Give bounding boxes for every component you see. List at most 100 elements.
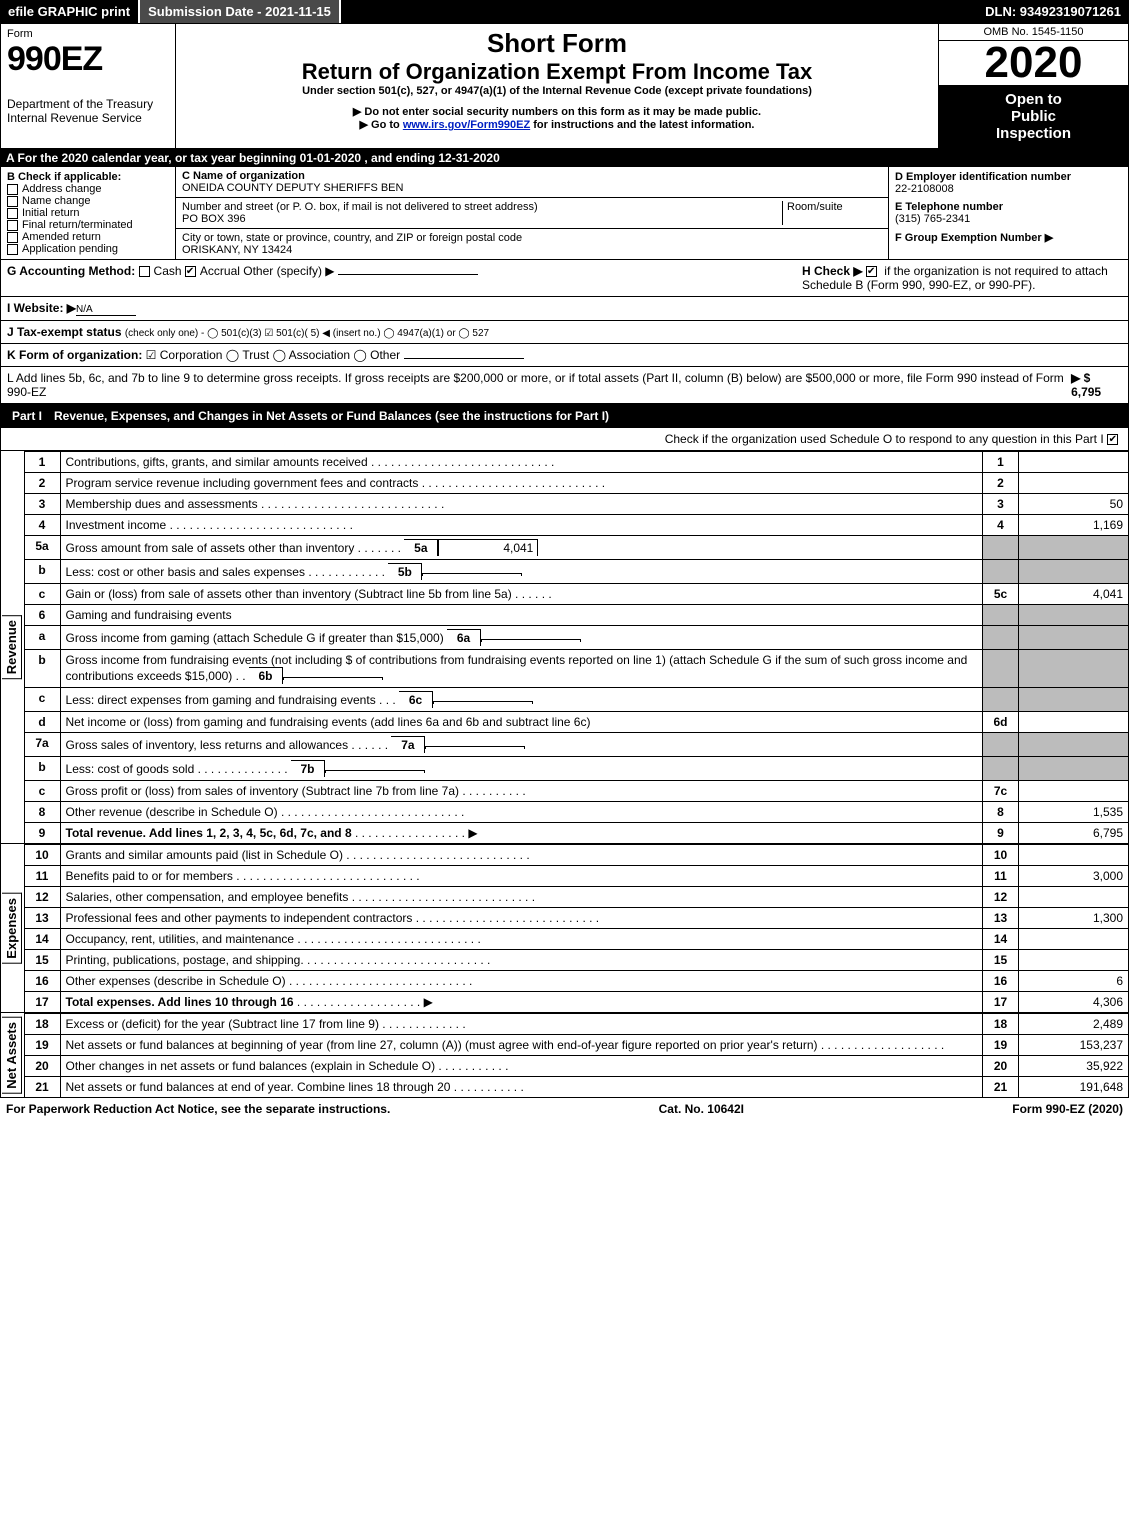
footer-cat-no: Cat. No. 10642I [659,1102,744,1116]
g-other[interactable]: Other (specify) ▶ [243,264,334,278]
cb-initial-return[interactable]: Initial return [7,207,169,219]
cb-final-label: Final return/terminated [22,219,133,231]
i-website: I Website: ▶N/A [0,297,1129,321]
schedule-o-checkbox[interactable] [1107,434,1118,445]
h-label: H Check ▶ [802,264,863,278]
line-16-desc: Other expenses (describe in Schedule O) [66,974,286,988]
line-7a-desc: Gross sales of inventory, less returns a… [66,738,349,752]
cb-init-label: Initial return [22,207,79,219]
cb-amended[interactable]: Amended return [7,231,169,243]
expenses-label: Expenses [2,893,22,964]
cb-address-change[interactable]: Address change [7,183,169,195]
cb-address-label: Address change [22,183,102,195]
line-6c-desc: Less: direct expenses from gaming and fu… [66,693,376,707]
ssn-warning: ▶ Do not enter social security numbers o… [182,105,932,118]
inspect-2: Public [941,108,1126,125]
schedule-o-text: Check if the organization used Schedule … [665,432,1104,446]
line-6b: bGross income from fundraising events (n… [24,650,1128,688]
footer-left: For Paperwork Reduction Act Notice, see … [6,1102,390,1116]
goto-pre: ▶ Go to [360,119,403,131]
line-6d-desc: Net income or (loss) from gaming and fun… [60,712,982,733]
line-2-desc: Program service revenue including govern… [66,476,419,490]
line-14-desc: Occupancy, rent, utilities, and maintena… [66,932,295,946]
goto-line: ▶ Go to www.irs.gov/Form990EZ for instru… [182,118,932,131]
expenses-table: 10Grants and similar amounts paid (list … [24,844,1129,1013]
line-6: 6Gaming and fundraising events [24,605,1128,626]
line-9: 9Total revenue. Add lines 1, 2, 3, 4, 5c… [24,823,1128,844]
inspect-1: Open to [941,91,1126,108]
line-11: 11Benefits paid to or for members113,000 [24,866,1128,887]
line-4: 4Investment income41,169 [24,515,1128,536]
line-11-desc: Benefits paid to or for members [66,869,233,883]
revenue-label: Revenue [2,615,22,679]
under-section: Under section 501(c), 527, or 4947(a)(1)… [182,85,932,97]
cb-name-change[interactable]: Name change [7,195,169,207]
cb-app-label: Application pending [22,243,118,255]
addr-label: Number and street (or P. O. box, if mail… [182,201,538,213]
e-label: E Telephone number [895,201,1122,213]
g-accrual[interactable]: Accrual [200,264,240,278]
cb-app-pending[interactable]: Application pending [7,243,169,255]
net-assets-section: Net Assets 18Excess or (deficit) for the… [0,1013,1129,1098]
telephone: (315) 765-2341 [895,213,1122,225]
revenue-section: Revenue 1Contributions, gifts, grants, a… [0,451,1129,844]
submission-date: Submission Date - 2021-11-15 [140,0,341,23]
line-13-desc: Professional fees and other payments to … [66,911,413,925]
footer-form-no: Form 990-EZ (2020) [1012,1102,1123,1116]
line-10-desc: Grants and similar amounts paid (list in… [66,848,343,862]
h-checkbox[interactable] [866,266,877,277]
line-6-desc: Gaming and fundraising events [60,605,982,626]
d-label: D Employer identification number [895,171,1122,183]
line-20-desc: Other changes in net assets or fund bala… [66,1059,436,1073]
line-4-desc: Investment income [66,518,167,532]
return-title: Return of Organization Exempt From Incom… [182,59,932,85]
line-7b-desc: Less: cost of goods sold [66,762,195,776]
line-9-desc: Total revenue. Add lines 1, 2, 3, 4, 5c,… [66,826,352,840]
cb-final-return[interactable]: Final return/terminated [7,219,169,231]
org-address: PO BOX 396 [182,213,246,225]
l-text: L Add lines 5b, 6c, and 7b to line 9 to … [7,371,1071,399]
l-gross-receipts: L Add lines 5b, 6c, and 7b to line 9 to … [0,367,1129,404]
line-19-desc: Net assets or fund balances at beginning… [66,1038,818,1052]
line-18-desc: Excess or (deficit) for the year (Subtra… [66,1017,379,1031]
line-21-desc: Net assets or fund balances at end of ye… [66,1080,451,1094]
section-a-bar: A For the 2020 calendar year, or tax yea… [0,149,1129,167]
j-text: (check only one) - ◯ 501(c)(3) ☑ 501(c)(… [125,328,489,339]
k-text: ☑ Corporation ◯ Trust ◯ Association ◯ Ot… [146,348,400,362]
c-label: C Name of organization [182,170,305,182]
line-18: 18Excess or (deficit) for the year (Subt… [24,1014,1128,1035]
line-1: 1Contributions, gifts, grants, and simil… [24,452,1128,473]
line-5b: bLess: cost or other basis and sales exp… [24,560,1128,584]
irs-link[interactable]: www.irs.gov/Form990EZ [403,119,530,131]
j-tax-exempt: J Tax-exempt status (check only one) - ◯… [0,321,1129,344]
top-bar: efile GRAPHIC print Submission Date - 20… [0,0,1129,23]
line-6a-desc: Gross income from gaming (attach Schedul… [66,631,444,645]
line-13: 13Professional fees and other payments t… [24,908,1128,929]
line-12-desc: Salaries, other compensation, and employ… [66,890,349,904]
line-5b-desc: Less: cost or other basis and sales expe… [66,565,305,579]
line-19: 19Net assets or fund balances at beginni… [24,1035,1128,1056]
part-i-label: Part I [8,407,46,425]
expenses-section: Expenses 10Grants and similar amounts pa… [0,844,1129,1013]
line-1-desc: Contributions, gifts, grants, and simila… [66,455,368,469]
part-i-title: Revenue, Expenses, and Changes in Net As… [54,409,609,423]
line-21: 21Net assets or fund balances at end of … [24,1077,1128,1098]
form-header: Form 990EZ Department of the Treasury In… [0,23,1129,149]
g-cash[interactable]: Cash [154,264,182,278]
website-value: N/A [76,304,136,316]
open-to-public: Open to Public Inspection [939,85,1128,148]
net-assets-label: Net Assets [2,1017,22,1094]
page-footer: For Paperwork Reduction Act Notice, see … [0,1098,1129,1120]
line-8: 8Other revenue (describe in Schedule O)8… [24,802,1128,823]
line-6a: aGross income from gaming (attach Schedu… [24,626,1128,650]
part-i-sub: Check if the organization used Schedule … [0,428,1129,451]
l-amount: ▶ $ 6,795 [1071,371,1122,399]
line-5c-desc: Gain or (loss) from sale of assets other… [66,587,512,601]
efile-link[interactable]: efile GRAPHIC print [0,0,140,23]
line-6b-desc: Gross income from fundraising events (no… [66,653,968,683]
org-city: ORISKANY, NY 13424 [182,244,292,256]
line-7c-desc: Gross profit or (loss) from sales of inv… [66,784,459,798]
dln: DLN: 93492319071261 [977,0,1129,23]
line-6c: cLess: direct expenses from gaming and f… [24,688,1128,712]
form-number: 990EZ [7,40,169,79]
